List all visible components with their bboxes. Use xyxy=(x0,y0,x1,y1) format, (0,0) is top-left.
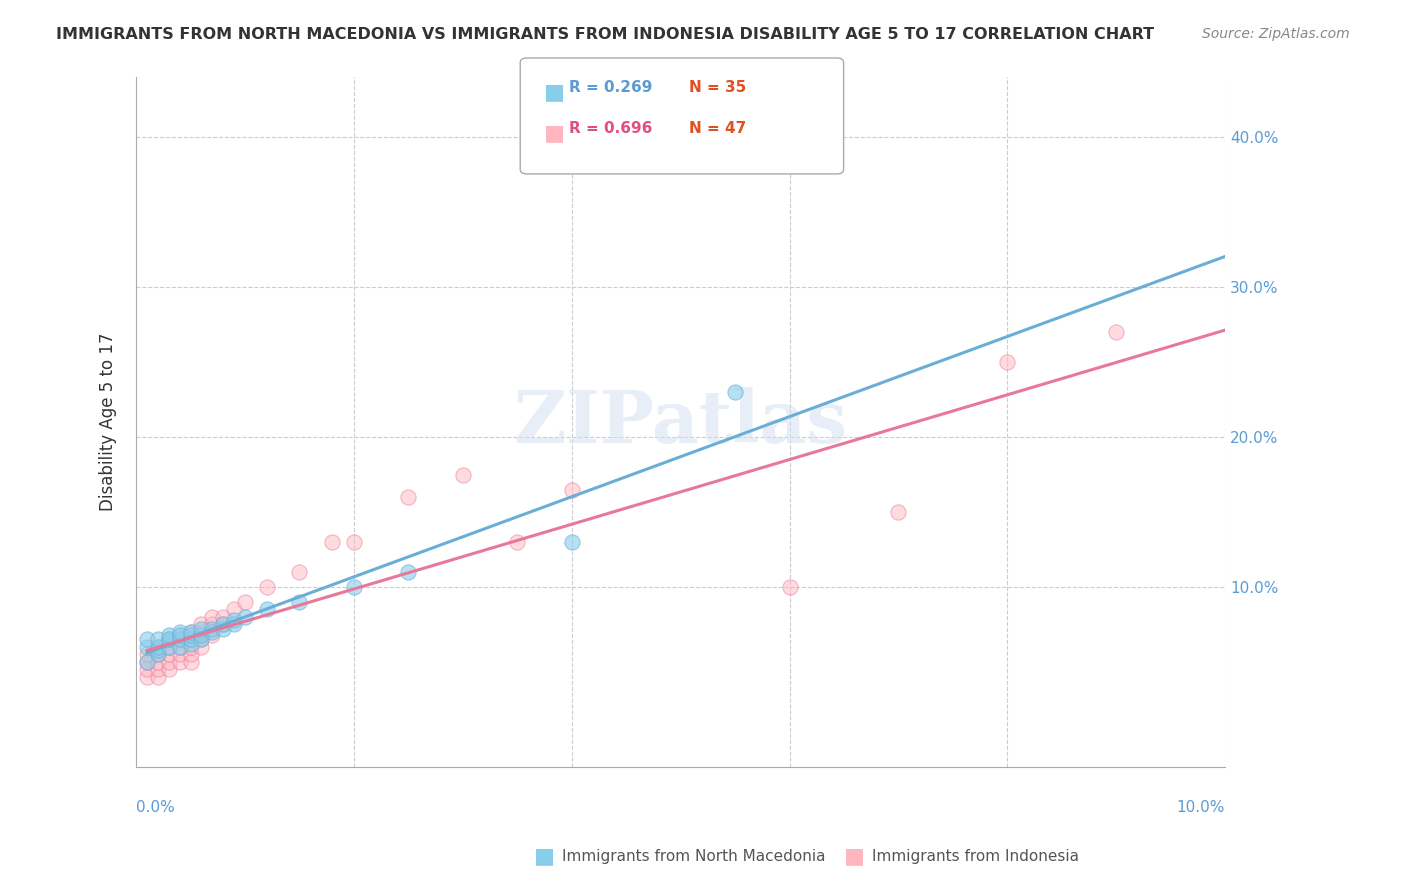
Point xyxy=(201,628,224,642)
Point xyxy=(451,467,474,482)
Text: ■: ■ xyxy=(534,847,555,866)
Point xyxy=(180,624,202,639)
Point xyxy=(136,648,159,662)
Point xyxy=(169,640,191,654)
Point xyxy=(343,580,366,594)
Point xyxy=(190,617,212,632)
Text: ■: ■ xyxy=(544,123,565,143)
Text: R = 0.696: R = 0.696 xyxy=(569,121,652,136)
Point xyxy=(396,490,419,504)
Point xyxy=(136,670,159,684)
Point xyxy=(212,622,235,636)
Point xyxy=(136,662,159,676)
Point xyxy=(190,628,212,642)
Text: R = 0.269: R = 0.269 xyxy=(569,80,652,95)
Point xyxy=(224,602,246,616)
Y-axis label: Disability Age 5 to 17: Disability Age 5 to 17 xyxy=(100,333,117,511)
Point xyxy=(157,640,180,654)
Text: ZIPatlas: ZIPatlas xyxy=(513,386,848,458)
Point xyxy=(224,617,246,632)
Point xyxy=(190,632,212,647)
Point xyxy=(146,670,169,684)
Point xyxy=(136,655,159,669)
Point xyxy=(169,624,191,639)
Point xyxy=(201,610,224,624)
Text: ■: ■ xyxy=(544,82,565,102)
Point xyxy=(256,580,278,594)
Point xyxy=(180,624,202,639)
Point xyxy=(169,628,191,642)
Point xyxy=(180,632,202,647)
Point xyxy=(887,505,910,519)
Point xyxy=(169,632,191,647)
Point xyxy=(157,648,180,662)
Point xyxy=(724,385,747,400)
Point xyxy=(146,648,169,662)
Point xyxy=(201,622,224,636)
Text: N = 35: N = 35 xyxy=(689,80,747,95)
Point xyxy=(288,595,311,609)
Point xyxy=(212,610,235,624)
Point xyxy=(201,624,224,639)
Point xyxy=(256,602,278,616)
Point xyxy=(169,640,191,654)
Point xyxy=(146,662,169,676)
Point xyxy=(157,640,180,654)
Point xyxy=(190,624,212,639)
Point xyxy=(180,628,202,642)
Text: N = 47: N = 47 xyxy=(689,121,747,136)
Point xyxy=(136,655,159,669)
Text: IMMIGRANTS FROM NORTH MACEDONIA VS IMMIGRANTS FROM INDONESIA DISABILITY AGE 5 TO: IMMIGRANTS FROM NORTH MACEDONIA VS IMMIG… xyxy=(56,27,1154,42)
Point xyxy=(146,632,169,647)
Point xyxy=(157,632,180,647)
Point xyxy=(180,655,202,669)
Point xyxy=(1105,325,1128,339)
Point xyxy=(146,640,169,654)
Point xyxy=(180,632,202,647)
Point xyxy=(146,643,169,657)
Point xyxy=(224,613,246,627)
Point xyxy=(506,535,529,549)
Point xyxy=(212,617,235,632)
Point xyxy=(190,622,212,636)
Point xyxy=(169,655,191,669)
Text: Immigrants from Indonesia: Immigrants from Indonesia xyxy=(872,849,1078,863)
Point xyxy=(157,628,180,642)
Point xyxy=(157,655,180,669)
Point xyxy=(233,595,256,609)
Point xyxy=(169,628,191,642)
Point xyxy=(157,632,180,647)
Point xyxy=(561,483,583,497)
Point xyxy=(343,535,366,549)
Point xyxy=(136,632,159,647)
Point xyxy=(995,355,1018,369)
Point xyxy=(146,640,169,654)
Text: Immigrants from North Macedonia: Immigrants from North Macedonia xyxy=(562,849,825,863)
Point xyxy=(180,648,202,662)
Point xyxy=(146,655,169,669)
Point xyxy=(136,640,159,654)
Point xyxy=(157,632,180,647)
Point xyxy=(169,632,191,647)
Point xyxy=(201,617,224,632)
Point xyxy=(180,640,202,654)
Text: Source: ZipAtlas.com: Source: ZipAtlas.com xyxy=(1202,27,1350,41)
Point xyxy=(190,640,212,654)
Text: 0.0%: 0.0% xyxy=(136,799,174,814)
Point xyxy=(157,662,180,676)
Point xyxy=(561,535,583,549)
Point xyxy=(169,648,191,662)
Point xyxy=(321,535,343,549)
Point xyxy=(190,632,212,647)
Point xyxy=(146,648,169,662)
Point xyxy=(212,617,235,632)
Point xyxy=(288,565,311,579)
Point xyxy=(180,637,202,651)
Text: 10.0%: 10.0% xyxy=(1177,799,1225,814)
Point xyxy=(396,565,419,579)
Text: ■: ■ xyxy=(844,847,865,866)
Point xyxy=(779,580,801,594)
Point xyxy=(233,610,256,624)
